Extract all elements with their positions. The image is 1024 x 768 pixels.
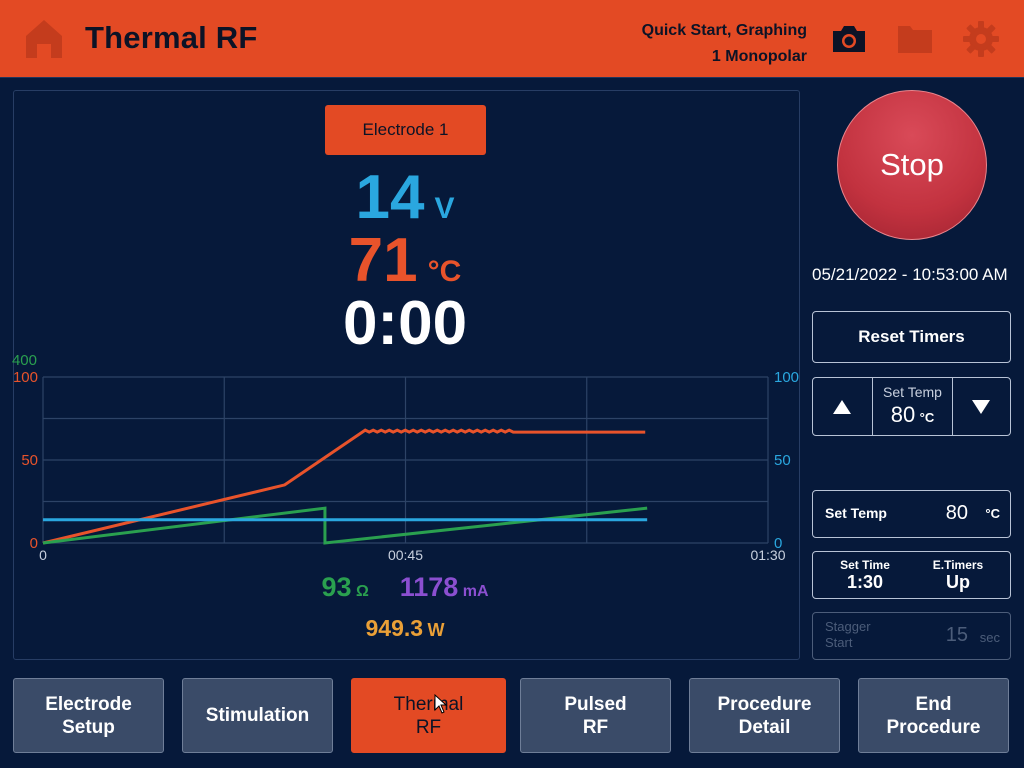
current-value: 1178: [399, 572, 459, 602]
nav-stimulation-label: Stimulation: [205, 705, 310, 726]
home-icon: [26, 20, 62, 58]
mode-line-1: Quick Start, Graphing: [641, 22, 807, 39]
set-temp-row[interactable]: Set Temp 80 °C: [812, 490, 1011, 538]
nav-thermal-rf-label: Thermal RF: [393, 693, 464, 738]
mode-info: Quick Start, Graphing 1 Monopolar: [642, 18, 807, 70]
etimers-value: Up: [946, 572, 970, 592]
datetime: 05/21/2022 - 10:53:00 AM: [812, 265, 1008, 284]
timer-readout: 0:00: [342, 289, 468, 358]
set-time-value: 1:30: [846, 572, 884, 592]
header-bar: Thermal RF Quick Start, Graphing 1 Monop…: [0, 0, 1024, 78]
nav-pulsed-rf-label: Pulsed RF: [564, 693, 627, 738]
nav-electrode-setup[interactable]: Electrode Setup: [13, 678, 164, 753]
folder-icon: [898, 26, 932, 53]
set-temp-stepper: Set Temp 80 °C: [812, 377, 1011, 436]
power-unit: W: [427, 620, 445, 640]
right-axis-tick-label: 0: [774, 535, 782, 552]
electrode-select-button[interactable]: Electrode 1: [325, 105, 486, 155]
set-temp-row-label: Set Temp: [825, 505, 887, 521]
settings-button[interactable]: [961, 19, 1001, 59]
x-axis-tick-label: 01:30: [750, 547, 785, 560]
voltage-readout: 14 V: [250, 162, 560, 233]
temp-up-button[interactable]: [813, 378, 871, 435]
left-axis-tick-label: 100: [13, 369, 38, 386]
set-temp-unit: °C: [919, 410, 935, 425]
gear-icon: [963, 21, 999, 57]
secondary-readouts: 93 Ω 1178 mA: [250, 572, 560, 603]
nav-end-procedure-label: End Procedure: [886, 693, 981, 738]
timer-settings-row: Set Time 1:30 E.Timers Up: [812, 551, 1011, 599]
set-time-field[interactable]: Set Time 1:30: [813, 552, 917, 593]
stagger-value: 15: [945, 624, 968, 646]
stagger-label: Stagger Start: [825, 619, 871, 651]
set-time-label: Set Time: [840, 558, 890, 572]
chart-series-line-0: [42, 428, 646, 545]
x-axis-tick-label: 0: [39, 547, 47, 560]
stagger-label-line-2: Start: [825, 635, 853, 650]
stop-button[interactable]: Stop: [837, 90, 987, 240]
impedance-value: 93: [321, 572, 352, 602]
left-axis-tick-label: 0: [30, 535, 38, 552]
left-axis-tick-label: 50: [21, 452, 38, 469]
etimers-label: E.Timers: [932, 558, 984, 572]
nav-pulsed-rf[interactable]: Pulsed RF: [520, 678, 671, 753]
voltage-value: 14: [355, 163, 425, 232]
etimers-field[interactable]: E.Timers Up: [909, 552, 1007, 593]
temperature-value: 71: [348, 226, 418, 295]
triangle-down-icon: [972, 399, 990, 414]
home-button[interactable]: [22, 16, 66, 60]
right-axis-tick-label: 50: [774, 452, 791, 469]
camera-button[interactable]: [829, 19, 869, 59]
set-temp-row-unit: °C: [985, 506, 1000, 521]
app-title: Thermal RF: [85, 20, 258, 55]
nav-stimulation[interactable]: Stimulation: [182, 678, 333, 753]
electrode-panel: [13, 90, 800, 660]
right-axis-tick-label: 100: [774, 369, 799, 386]
set-temp-label: Set Temp: [883, 384, 942, 400]
set-temp-value: 80: [890, 402, 916, 427]
triangle-up-icon: [833, 399, 851, 414]
power-value: 949.3: [365, 615, 424, 641]
impedance-axis-label: 400: [12, 352, 37, 369]
set-temp-row-value: 80: [945, 502, 968, 524]
nav-thermal-rf[interactable]: Thermal RF: [351, 678, 506, 753]
voltage-unit: V: [434, 192, 455, 225]
nav-end-procedure[interactable]: End Procedure: [858, 678, 1009, 753]
impedance-unit: Ω: [355, 583, 369, 600]
x-axis-tick-label: 00:45: [388, 547, 423, 560]
mode-line-2: 1 Monopolar: [711, 48, 807, 65]
temp-down-button[interactable]: [952, 378, 1010, 435]
nav-electrode-setup-label: Electrode Setup: [45, 693, 132, 738]
stagger-label-line-1: Stagger: [825, 619, 871, 634]
power-readout: 949.3 W: [250, 615, 560, 642]
folder-button[interactable]: [895, 19, 935, 59]
nav-procedure-detail-label: Procedure Detail: [717, 693, 812, 738]
temperature-readout: 71 °C: [250, 225, 560, 296]
temperature-unit: °C: [427, 255, 462, 288]
nav-procedure-detail[interactable]: Procedure Detail: [689, 678, 840, 753]
mouse-cursor-icon: [434, 694, 448, 714]
set-temp-display: Set Temp 80 °C: [872, 378, 953, 435]
camera-icon: [833, 26, 865, 52]
stagger-start-row: Stagger Start 15 sec: [812, 612, 1011, 660]
reset-timers-button[interactable]: Reset Timers: [812, 311, 1011, 363]
chart-series-line-1: [42, 506, 648, 545]
stagger-unit: sec: [979, 630, 1000, 645]
current-unit: mA: [462, 583, 489, 600]
